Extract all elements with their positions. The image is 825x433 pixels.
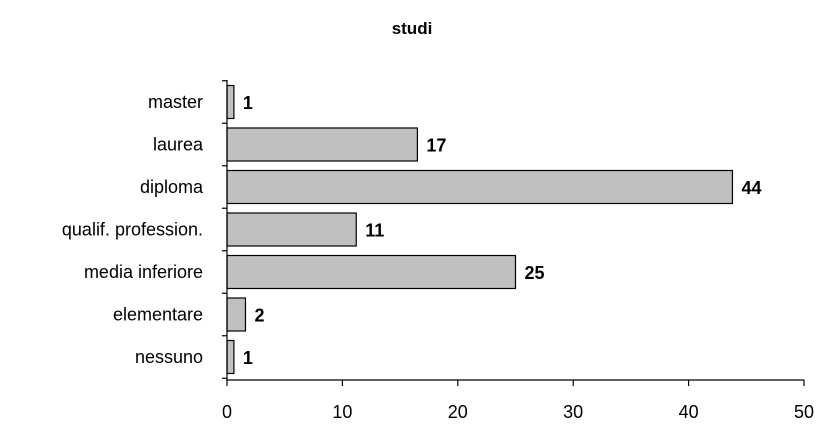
category-label-3: qualif. profession. bbox=[62, 220, 203, 240]
category-label-6: nessuno bbox=[135, 347, 203, 367]
bar-6 bbox=[226, 339, 235, 375]
chart-title: studi bbox=[392, 19, 433, 38]
category-label-5: elementare bbox=[113, 305, 203, 325]
labels-layer: master 1 laurea 17 diploma 44 qualif. professi… bbox=[62, 92, 814, 422]
bar-5 bbox=[226, 297, 247, 332]
bar-1 bbox=[226, 127, 419, 162]
data-label-5: 2 bbox=[254, 306, 264, 326]
x-tick-label-0: 0 bbox=[222, 402, 232, 422]
data-label-3: 11 bbox=[365, 221, 384, 241]
data-label-2: 44 bbox=[741, 178, 761, 198]
x-tick-label-4: 40 bbox=[679, 402, 699, 422]
bar-0 bbox=[226, 84, 235, 120]
x-tick-label-2: 20 bbox=[448, 402, 468, 422]
category-label-0: master bbox=[148, 92, 203, 112]
data-label-4: 25 bbox=[525, 263, 545, 283]
data-label-0: 1 bbox=[243, 93, 253, 113]
x-tick-label-3: 30 bbox=[563, 402, 583, 422]
bar-2 bbox=[226, 169, 734, 205]
category-label-2: diploma bbox=[140, 177, 204, 197]
bar-4 bbox=[226, 254, 517, 290]
category-label-4: media inferiore bbox=[84, 262, 203, 282]
x-tick-label-5: 50 bbox=[794, 402, 814, 422]
bars-layer bbox=[226, 84, 734, 375]
axis-layer bbox=[222, 80, 805, 386]
data-label-6: 1 bbox=[243, 348, 253, 368]
bar-3 bbox=[226, 212, 357, 247]
data-label-1: 17 bbox=[426, 136, 446, 156]
category-label-1: laurea bbox=[153, 135, 204, 155]
x-tick-label-1: 10 bbox=[332, 402, 352, 422]
